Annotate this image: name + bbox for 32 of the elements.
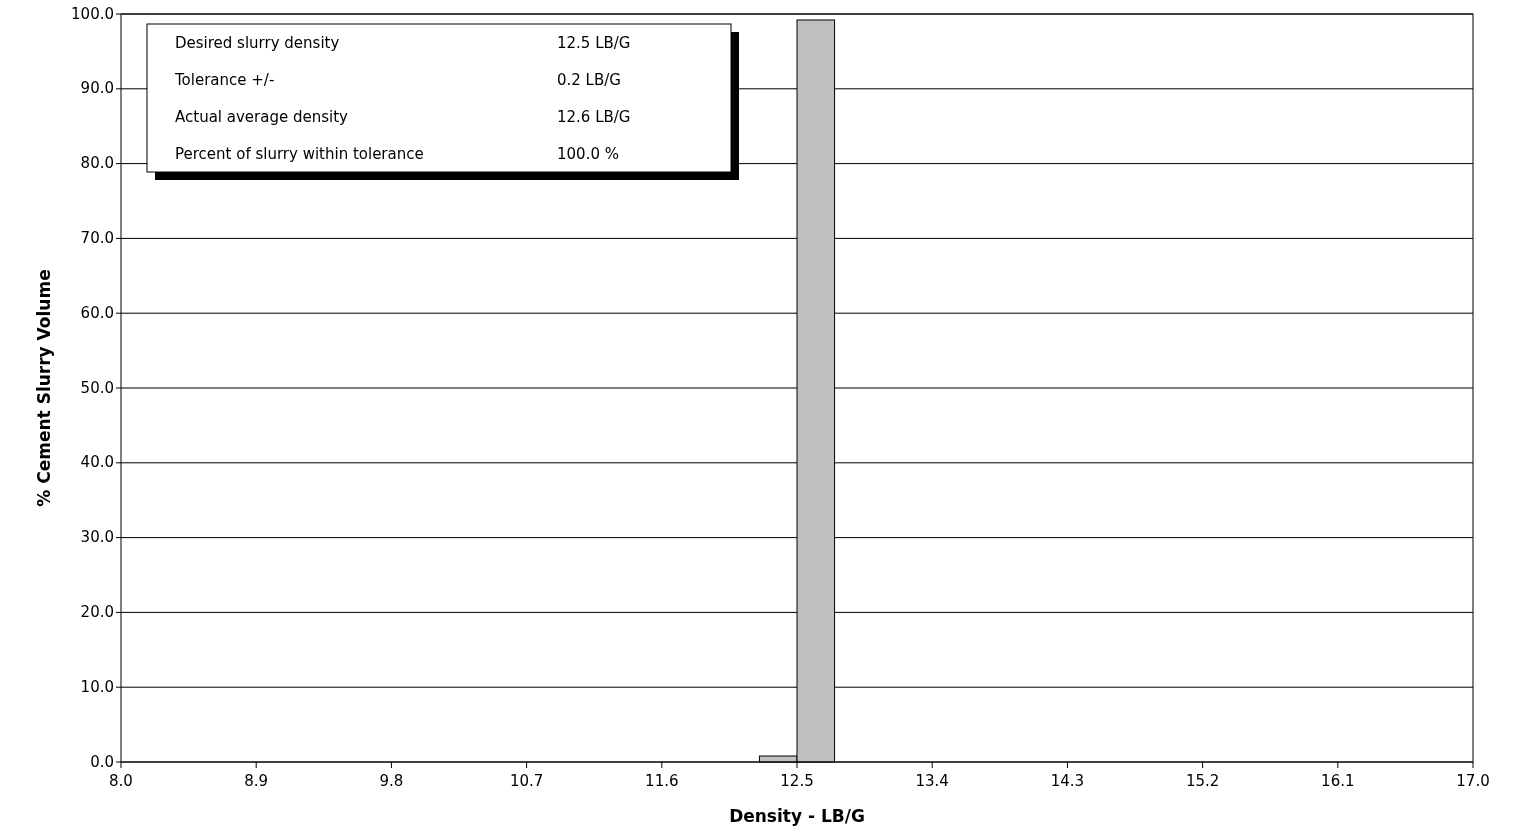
y-tick-label: 100.0 <box>71 4 114 23</box>
y-tick-label: 90.0 <box>80 79 114 98</box>
x-tick-label: 8.0 <box>109 772 133 790</box>
x-tick-label: 12.5 <box>780 772 814 790</box>
annotation: 12.6 LB/G <box>557 108 631 126</box>
y-tick-label: 50.0 <box>80 378 114 397</box>
annotation: Actual average density <box>175 108 349 126</box>
x-tick-label: 9.8 <box>379 772 404 790</box>
annotation: 12.5 LB/G <box>557 34 631 52</box>
x-tick-label: 17.0 <box>1456 772 1490 790</box>
annotation: 100.0 % <box>557 145 619 163</box>
annotation: Percent of slurry within tolerance <box>175 145 424 163</box>
y-tick-label: 60.0 <box>80 303 114 322</box>
x-tick-label: 8.9 <box>244 772 269 790</box>
x-tick-label: 11.6 <box>645 772 679 790</box>
y-tick-label: 70.0 <box>80 228 114 247</box>
y-tick-label: 10.0 <box>80 677 114 696</box>
annotation: Tolerance +/- <box>174 71 275 89</box>
x-tick-label: 15.2 <box>1185 772 1220 790</box>
x-axis-title: Density - LB/G <box>729 806 865 826</box>
y-tick-label: 20.0 <box>80 602 114 621</box>
y-tick-label: 40.0 <box>80 453 114 472</box>
x-tick-label: 14.3 <box>1050 772 1085 790</box>
x-tick-label: 10.7 <box>509 772 544 790</box>
y-axis-title: % Cement Slurry Volume <box>34 269 54 507</box>
x-tick-label: 16.1 <box>1321 772 1355 790</box>
y-tick-label: 0.0 <box>90 752 114 771</box>
y-tick-label: 80.0 <box>80 154 114 173</box>
y-tick-label: 30.0 <box>80 528 114 547</box>
annotation: Desired slurry density <box>175 34 340 52</box>
annotation: 0.2 LB/G <box>557 71 621 89</box>
x-tick-label: 13.4 <box>915 772 949 790</box>
